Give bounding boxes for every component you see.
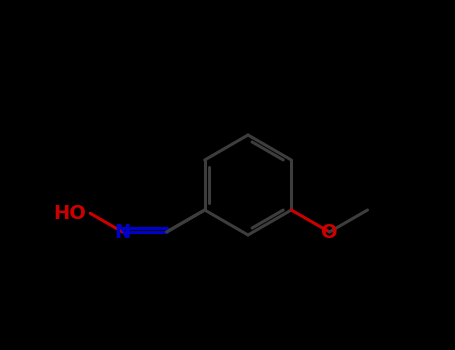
Text: O: O <box>321 223 338 241</box>
Text: N: N <box>115 223 131 241</box>
Text: HO: HO <box>53 204 86 223</box>
